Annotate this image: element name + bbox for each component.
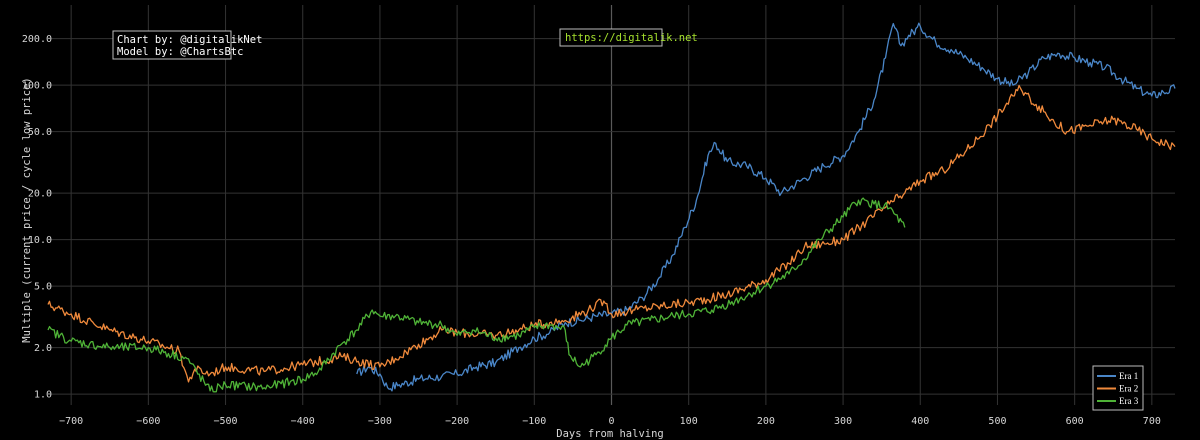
x-tick-label: 700	[1143, 416, 1161, 427]
x-tick-label: 100	[680, 416, 698, 427]
credit-annotation: Chart by: @digitalikNet Model by: @Chart…	[112, 30, 262, 60]
x-tick-label: −400	[291, 416, 315, 427]
y-axis-title: Multiple (current price / cycle low pric…	[21, 77, 33, 343]
y-tick-label: 20.0	[28, 189, 52, 200]
credit-box	[112, 30, 232, 60]
legend-label: Era 3	[1119, 396, 1139, 406]
x-tick-label: −200	[445, 416, 469, 427]
y-axis-ticks: 1.0 2.0 5.0 10.0 20.0 50.0 100.0 200.0	[22, 34, 52, 400]
series-line-era-1	[356, 22, 1176, 392]
x-axis-title: Days from halving	[556, 428, 663, 440]
credit-line-2: Model by: @ChartsBtc	[117, 46, 243, 58]
x-tick-label: −300	[368, 416, 392, 427]
x-tick-label: −600	[136, 416, 160, 427]
y-tick-label: 1.0	[34, 390, 52, 401]
y-tick-label: 5.0	[34, 282, 52, 293]
legend-label: Era 2	[1119, 384, 1138, 394]
x-tick-label: −500	[213, 416, 237, 427]
x-tick-label: 600	[1066, 416, 1084, 427]
series-lines	[47, 22, 1176, 393]
url-annotation: https://digitalik.net	[559, 28, 698, 47]
url-box	[559, 28, 663, 47]
y-tick-label: 2.0	[34, 343, 52, 354]
credit-line-1: Chart by: @digitalikNet	[117, 34, 262, 46]
x-tick-label: −700	[59, 416, 83, 427]
legend: Era 1 Era 2 Era 3	[1092, 365, 1144, 411]
url-text: https://digitalik.net	[565, 32, 698, 44]
x-tick-label: 300	[834, 416, 852, 427]
y-tick-label: 10.0	[28, 235, 52, 246]
x-axis-ticks: −700 −600 −500 −400 −300 −200 −100 0 100 200 300 40…	[59, 416, 1161, 427]
x-tick-label: −100	[522, 416, 546, 427]
y-tick-label: 100.0	[22, 81, 52, 92]
x-tick-label: 400	[911, 416, 929, 427]
x-tick-label: 200	[757, 416, 775, 427]
y-tick-label: 200.0	[22, 34, 52, 45]
series-line-era-2	[47, 84, 1176, 383]
series-line-era-3	[47, 197, 906, 393]
legend-label: Era 1	[1119, 371, 1138, 381]
grid	[48, 5, 1175, 405]
x-tick-label: 0	[608, 416, 614, 427]
y-tick-label: 50.0	[28, 127, 52, 138]
x-tick-label: 500	[988, 416, 1006, 427]
